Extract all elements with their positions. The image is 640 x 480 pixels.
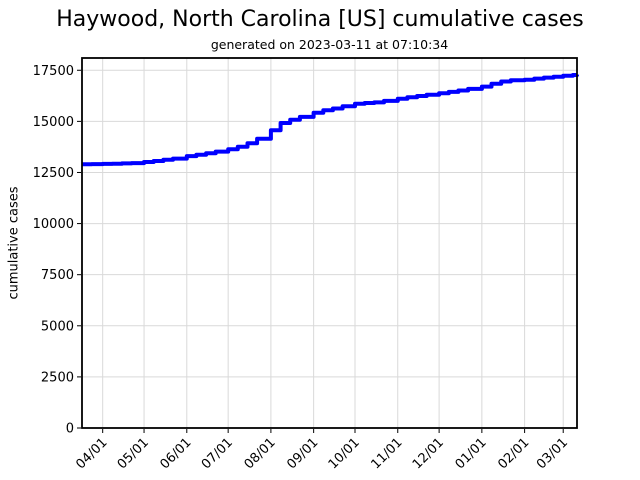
y-tick-label: 0 (66, 422, 74, 437)
x-tick-label: 11/01 (368, 435, 405, 472)
x-tick-label: 02/01 (495, 435, 532, 472)
chart-title: Haywood, North Carolina [US] cumulative … (56, 7, 584, 32)
x-tick-label: 01/01 (453, 435, 490, 472)
y-tick-label: 2500 (41, 370, 74, 385)
x-tick-label: 12/01 (410, 435, 447, 472)
plot-border (81, 57, 578, 429)
y-tick-label: 15000 (33, 115, 74, 130)
y-tick-label: 10000 (33, 217, 74, 232)
cumulative-cases-line (82, 73, 579, 167)
x-tick-label: 03/01 (534, 435, 571, 472)
y-tick-label: 17500 (33, 64, 74, 79)
x-tick-label: 06/01 (158, 435, 195, 472)
x-tick-label: 09/01 (284, 435, 321, 472)
x-tick-label: 08/01 (242, 435, 279, 472)
x-tick-label: 10/01 (326, 435, 363, 472)
x-tick-label: 05/01 (115, 435, 152, 472)
x-tick-label: 07/01 (199, 435, 236, 472)
x-tick-label: 04/01 (73, 435, 110, 472)
chart-subtitle: generated on 2023-03-11 at 07:10:34 (210, 37, 449, 52)
y-tick-label: 7500 (41, 268, 74, 283)
y-tick-label: 5000 (41, 319, 74, 334)
y-tick-label: 12500 (33, 166, 74, 181)
